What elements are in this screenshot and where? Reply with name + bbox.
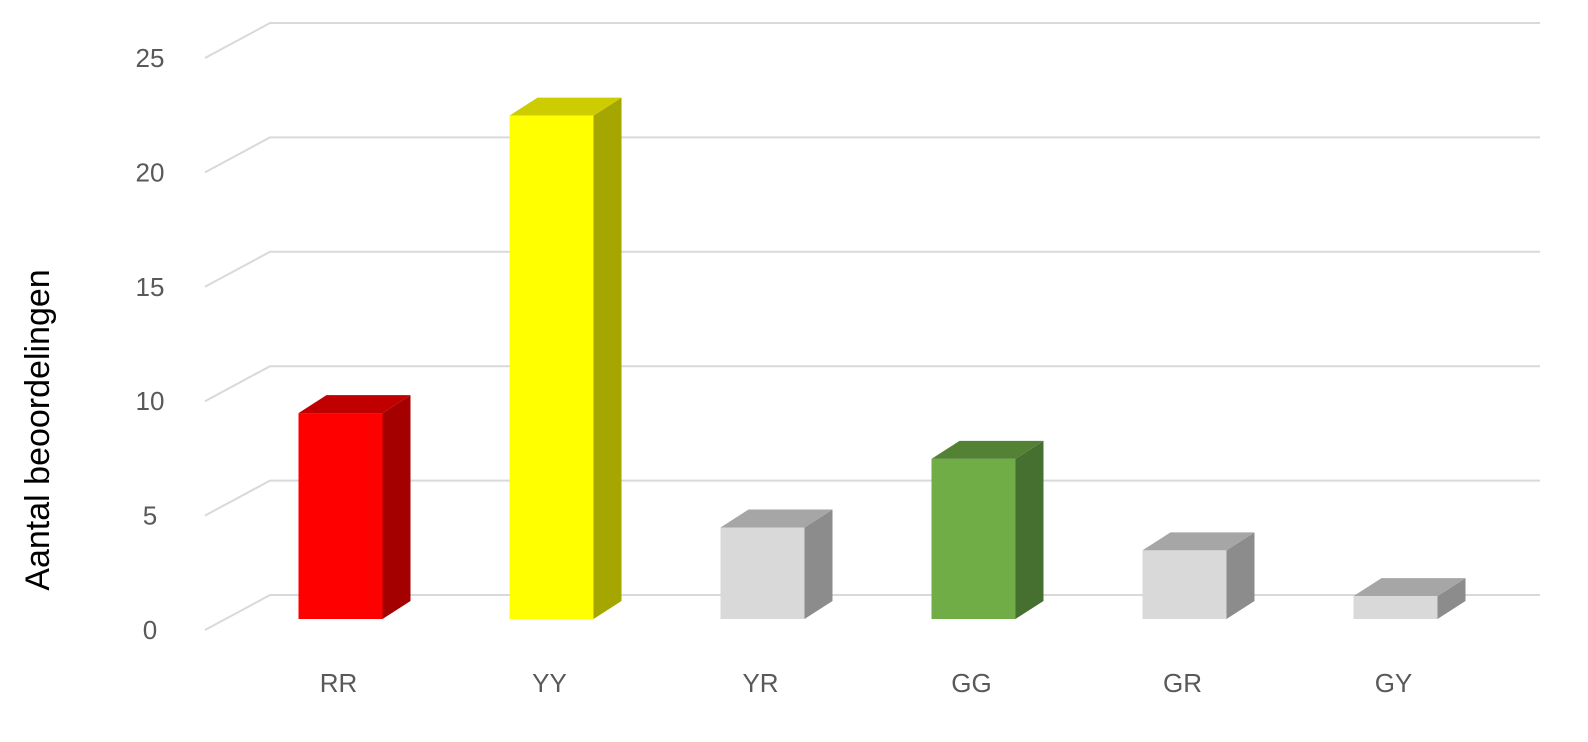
gridlines — [204, 22, 1540, 631]
gridline — [204, 22, 1540, 59]
x-tick-label: YY — [532, 668, 567, 698]
x-tick-label: GY — [1375, 668, 1413, 698]
bar-front — [1142, 550, 1227, 619]
y-tick-label: 15 — [136, 272, 165, 302]
gridline — [204, 479, 1540, 517]
bar-front — [1353, 596, 1438, 619]
gridline — [204, 136, 1540, 174]
x-tick-label: RR — [320, 668, 358, 698]
bar-GG — [931, 440, 1044, 619]
y-tick-label: 0 — [143, 615, 157, 645]
bar-GY — [1353, 578, 1466, 619]
x-tick-label: YR — [742, 668, 778, 698]
y-tick-label: 20 — [136, 157, 165, 187]
bar-side — [1015, 440, 1044, 619]
x-tick-label: GG — [951, 668, 991, 698]
bar-side — [1437, 578, 1466, 619]
bar-front — [298, 413, 383, 619]
gridline — [204, 365, 1540, 403]
y-tick-label: 25 — [136, 43, 165, 73]
bar-top — [509, 97, 622, 116]
bar-side — [1226, 532, 1255, 619]
y-tick-label: 5 — [143, 501, 157, 531]
x-tick-label: GR — [1163, 668, 1202, 698]
bar-side — [382, 395, 411, 619]
bar-RR — [298, 395, 411, 619]
y-axis-ticks: 0 5 10 15 20 25 — [136, 43, 165, 645]
bar-top — [1142, 532, 1255, 551]
bar-side — [593, 97, 622, 619]
bar-GR — [1142, 532, 1255, 619]
x-axis-categories: RR YY YR GG GR GY — [320, 668, 1413, 698]
bar-front — [509, 115, 594, 619]
y-axis-label: Aantal beoordelingen — [19, 269, 57, 590]
bar-front — [931, 458, 1016, 619]
bars — [298, 97, 1466, 619]
bar-YY — [509, 97, 622, 619]
gridline — [204, 250, 1540, 288]
bar-top — [298, 395, 411, 414]
bar-YR — [720, 509, 833, 619]
y-tick-label: 10 — [136, 386, 165, 416]
gridline — [204, 594, 1540, 631]
bar-top — [1353, 578, 1466, 597]
bar-front — [720, 527, 805, 619]
bar-side — [804, 509, 833, 619]
bar-top — [720, 509, 833, 528]
bar-top — [931, 440, 1044, 459]
